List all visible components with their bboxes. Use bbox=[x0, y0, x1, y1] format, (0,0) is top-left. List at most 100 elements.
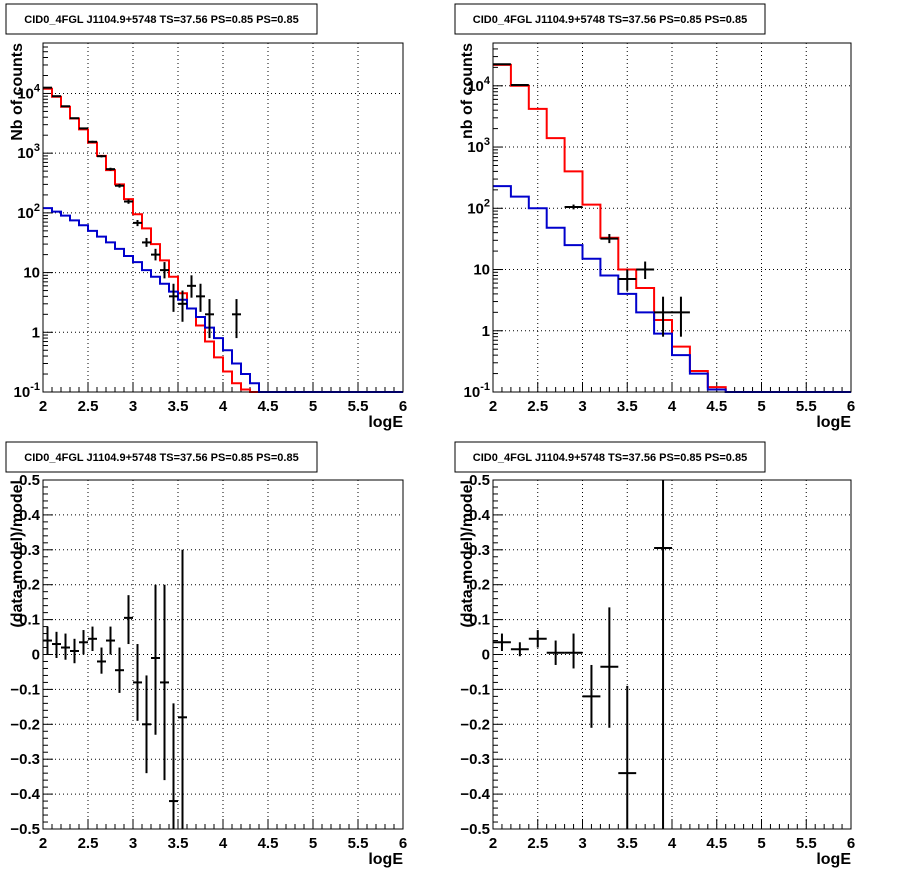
y-tick-exponent: -1 bbox=[30, 381, 40, 393]
x-axis-title: logE bbox=[368, 851, 403, 868]
x-tick-label: 4.5 bbox=[706, 398, 727, 415]
data-point bbox=[124, 595, 133, 645]
y-tick-label: −0.5 bbox=[460, 821, 490, 838]
data-point bbox=[79, 127, 88, 130]
data-point bbox=[106, 167, 115, 171]
panel-counts-right: CID0_4FGL J1104.9+5748 TS=37.56 PS=0.85 … bbox=[454, 3, 855, 431]
data-point bbox=[178, 549, 187, 829]
y-tick-base: 10 bbox=[17, 205, 34, 222]
y-tick-label: 1 bbox=[482, 323, 490, 340]
x-tick-label: 4.5 bbox=[258, 398, 279, 415]
data-point bbox=[142, 237, 151, 247]
data-point bbox=[151, 248, 160, 261]
y-axis-title: nb of counts bbox=[459, 43, 476, 139]
data-point bbox=[52, 95, 61, 98]
plot-frame bbox=[42, 479, 404, 830]
x-tick-label: 3 bbox=[129, 398, 137, 415]
data-point bbox=[510, 642, 529, 657]
data-point bbox=[115, 183, 124, 188]
panel-residuals-left: CID0_4FGL J1104.9+5748 TS=37.56 PS=0.85 … bbox=[5, 441, 407, 868]
model-source-line bbox=[493, 185, 851, 393]
data-point bbox=[618, 685, 637, 829]
data-point bbox=[493, 633, 511, 652]
y-tick-label: 0.1 bbox=[19, 612, 40, 629]
data-point bbox=[97, 647, 106, 674]
data-point bbox=[582, 664, 601, 728]
data-point bbox=[187, 275, 196, 298]
plot-frame bbox=[42, 42, 404, 393]
x-tick-label: 6 bbox=[847, 835, 855, 852]
y-tick-label: 103 bbox=[467, 136, 490, 156]
x-tick-label: 2 bbox=[489, 835, 497, 852]
x-tick-label: 5.5 bbox=[348, 398, 369, 415]
title-box bbox=[5, 3, 318, 35]
y-tick-label: −0.3 bbox=[10, 751, 40, 768]
panel-counts-left: CID0_4FGL J1104.9+5748 TS=37.56 PS=0.85 … bbox=[5, 3, 407, 431]
x-tick-label: 4.5 bbox=[258, 835, 279, 852]
y-tick-exponent: 2 bbox=[484, 197, 490, 209]
y-tick-base: 10 bbox=[467, 200, 484, 217]
y-tick-label: 0.4 bbox=[469, 507, 491, 524]
y-tick-exponent: 2 bbox=[34, 202, 40, 214]
data-point bbox=[178, 290, 187, 322]
y-axis-title: Nb of counts bbox=[9, 43, 26, 141]
panel-title: CID0_4FGL J1104.9+5748 TS=37.56 PS=0.85 … bbox=[24, 452, 298, 464]
x-tick-label: 5 bbox=[757, 398, 765, 415]
data-point bbox=[142, 675, 151, 774]
x-tick-label: 3.5 bbox=[168, 398, 189, 415]
x-tick-label: 3.5 bbox=[617, 835, 638, 852]
data-point bbox=[510, 84, 529, 87]
x-tick-label: 2 bbox=[39, 398, 47, 415]
data-point bbox=[618, 269, 637, 291]
y-tick-base: 10 bbox=[17, 145, 34, 162]
data-point bbox=[115, 647, 124, 693]
y-tick-exponent: 4 bbox=[484, 75, 491, 87]
data-point bbox=[600, 607, 619, 728]
y-tick-base: 10 bbox=[467, 139, 484, 156]
data-point bbox=[79, 630, 88, 655]
y-tick-label: 0.3 bbox=[469, 542, 490, 559]
x-tick-label: 4 bbox=[219, 398, 228, 415]
y-tick-label: 0.3 bbox=[19, 542, 40, 559]
y-tick-label: −0.2 bbox=[460, 716, 490, 733]
panel-residuals-right: CID0_4FGL J1104.9+5748 TS=37.56 PS=0.85 … bbox=[454, 441, 855, 868]
y-tick-label: −0.4 bbox=[460, 786, 490, 803]
data-point bbox=[160, 262, 169, 279]
y-tick-label: 0 bbox=[32, 647, 40, 664]
panel-title: CID0_4FGL J1104.9+5748 TS=37.56 PS=0.85 … bbox=[473, 14, 747, 26]
x-axis-title: logE bbox=[816, 851, 851, 868]
plot-frame bbox=[492, 479, 852, 830]
data-point bbox=[232, 299, 241, 339]
data-point bbox=[636, 261, 655, 280]
x-tick-label: 6 bbox=[399, 398, 407, 415]
plot-frame bbox=[492, 42, 852, 393]
data-point bbox=[196, 283, 205, 312]
data-point bbox=[52, 631, 61, 658]
data-point bbox=[528, 630, 547, 648]
data-point bbox=[160, 584, 169, 781]
panel-title: CID0_4FGL J1104.9+5748 TS=37.56 PS=0.85 … bbox=[473, 452, 747, 464]
y-tick-label: 103 bbox=[17, 142, 40, 162]
y-tick-label: 0 bbox=[482, 647, 490, 664]
y-tick-label: −0.3 bbox=[460, 751, 490, 768]
x-tick-label: 3.5 bbox=[617, 398, 638, 415]
x-tick-label: 3 bbox=[578, 398, 586, 415]
y-tick-label: 1 bbox=[32, 324, 40, 341]
title-box bbox=[454, 3, 766, 35]
y-tick-label: 10-1 bbox=[14, 381, 40, 401]
y-tick-label: 0.1 bbox=[469, 612, 490, 629]
y-tick-exponent: 3 bbox=[34, 142, 40, 154]
data-point bbox=[70, 638, 79, 664]
y-tick-label: −0.1 bbox=[460, 681, 490, 698]
data-point bbox=[124, 199, 133, 204]
y-tick-label: 102 bbox=[467, 197, 490, 217]
data-point bbox=[43, 86, 52, 89]
data-point bbox=[654, 480, 672, 829]
x-tick-label: 4.5 bbox=[706, 835, 727, 852]
x-tick-label: 6 bbox=[399, 835, 407, 852]
x-tick-label: 5.5 bbox=[796, 398, 817, 415]
data-point bbox=[43, 626, 52, 655]
x-tick-label: 4 bbox=[668, 398, 677, 415]
data-point bbox=[133, 219, 142, 227]
data-point bbox=[106, 626, 115, 655]
